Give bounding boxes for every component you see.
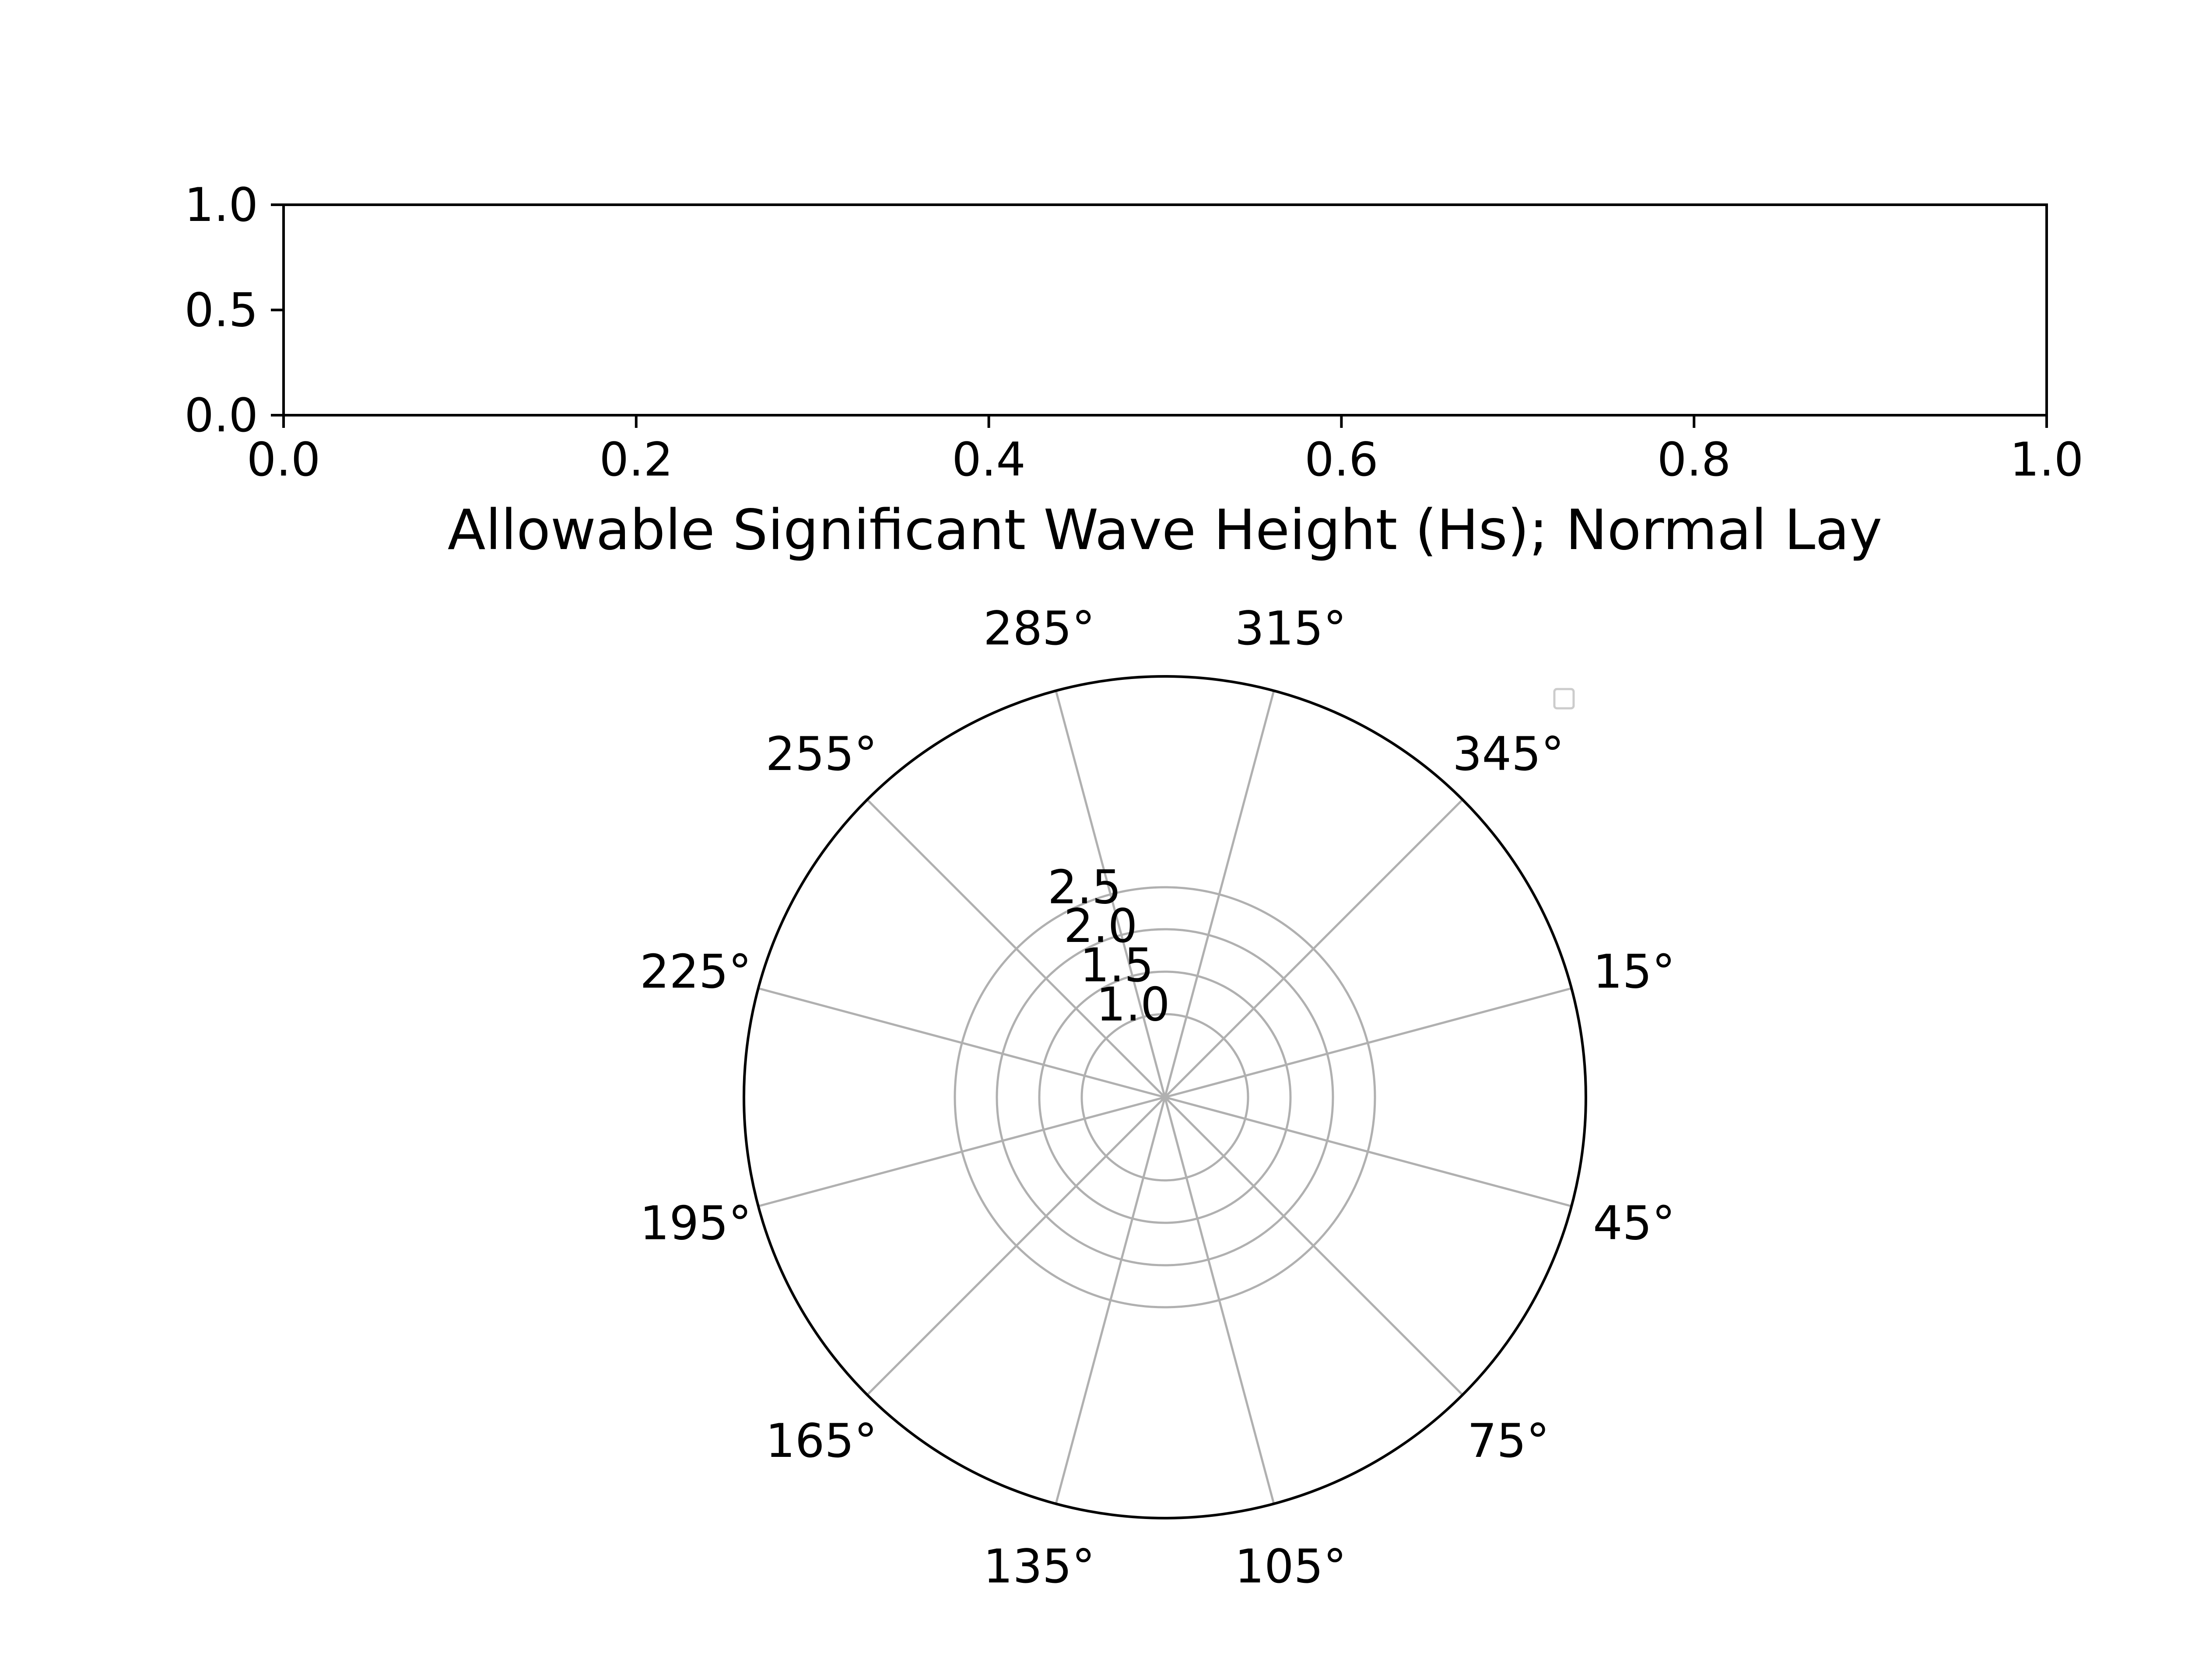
polar-radial-label: 1.0 — [1096, 977, 1170, 1031]
polar-ring — [1038, 970, 1292, 1224]
polar-axes: 285° 255° 225° 195° 165° 135° 105° 75° 45° 15° 345… — [640, 602, 1675, 1593]
polar-radial-labels: 1.01.52.02.5 — [1048, 861, 1170, 1032]
polar-chart-title: Allowable Significant Wave Height (Hs); … — [448, 497, 1883, 562]
polar-angle-label: 315° — [1235, 602, 1346, 655]
legend-frame — [1553, 688, 1575, 710]
polar-angle-label: 135° — [983, 1540, 1095, 1593]
polar-angle-label: 225° — [640, 945, 751, 999]
x-tick-label: 0.6 — [1304, 433, 1378, 486]
polar-angle-label: 165° — [765, 1414, 877, 1468]
polar-angle-label: 105° — [1235, 1540, 1346, 1593]
top-x-ticks: 0.0 0.2 0.4 0.6 0.8 1.0 — [247, 415, 2084, 486]
polar-radial-label: 2.5 — [1048, 861, 1122, 914]
polar-radial-gridlines — [954, 886, 1376, 1309]
polar-angle-label: 195° — [640, 1196, 751, 1250]
polar-angle-label: 255° — [765, 727, 877, 781]
y-tick-label: 0.5 — [184, 284, 258, 337]
polar-angle-label: 285° — [983, 602, 1095, 655]
polar-ring — [996, 928, 1334, 1267]
polar-ring — [954, 886, 1376, 1309]
x-tick-label: 0.0 — [247, 433, 321, 486]
polar-legend — [1553, 688, 1575, 710]
top-y-ticks: 0.0 0.5 1.0 — [184, 178, 284, 442]
y-tick-label: 1.0 — [184, 178, 258, 232]
y-tick-label: 0.0 — [184, 388, 258, 442]
x-tick-label: 1.0 — [2010, 433, 2084, 486]
polar-ring — [1080, 1013, 1249, 1182]
top-axes-frame — [282, 203, 2048, 416]
polar-angle-label: 15° — [1593, 945, 1675, 999]
polar-radial-label: 1.5 — [1080, 938, 1154, 992]
polar-angle-labels: 285° 255° 225° 195° 165° 135° 105° 75° 45° 15° 345… — [640, 602, 1675, 1593]
x-tick-label: 0.4 — [952, 433, 1026, 486]
polar-radial-label: 2.0 — [1064, 899, 1138, 953]
top-axes: 0.0 0.2 0.4 0.6 0.8 1.0 0.0 0.5 1.0 — [184, 178, 2083, 486]
x-tick-label: 0.2 — [600, 433, 673, 486]
polar-outer-frame — [743, 675, 1587, 1519]
polar-angle-label: 75° — [1467, 1414, 1550, 1468]
polar-angle-label: 45° — [1593, 1196, 1675, 1250]
x-tick-label: 0.8 — [1657, 433, 1731, 486]
polar-angle-label: 345° — [1452, 727, 1564, 781]
